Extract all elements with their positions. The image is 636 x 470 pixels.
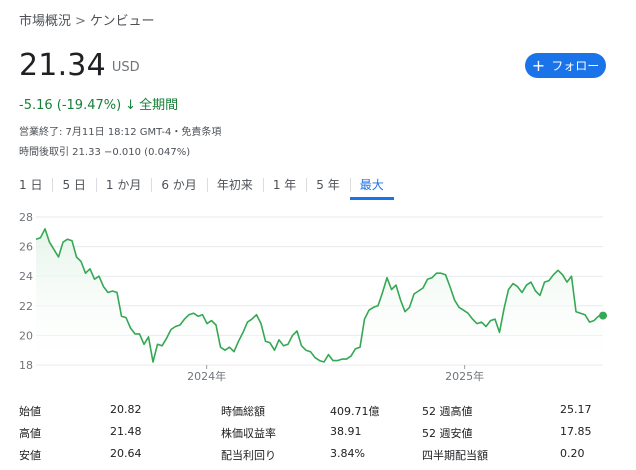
stat-row: 高値 21.48 株価収益率 38.91 52 週安値 17.85 (19, 423, 619, 445)
tab-1d[interactable]: 1 日 (19, 178, 43, 192)
change-value: -5.16 (-19.47%) (19, 98, 122, 113)
y-tick-label: 24 (19, 270, 33, 283)
x-tick-label: 2024年 (187, 369, 226, 383)
follow-button[interactable]: + フォロー (525, 53, 606, 78)
tab-5d[interactable]: 5 日 (52, 172, 95, 200)
stat-value: 17.85 (560, 425, 592, 438)
y-tick-label: 22 (19, 300, 33, 313)
price-row: 21.34 USD (19, 48, 140, 83)
follow-button-label: フォロー (551, 59, 600, 73)
tab-5y[interactable]: 5 年 (306, 172, 349, 200)
stock-price: 21.34 (19, 48, 106, 83)
x-tick-label: 2025年 (445, 369, 484, 383)
price-chart[interactable]: 28 26 24 22 20 18 2024年 2025年 (0, 205, 636, 390)
stat-value: 0.20 (560, 447, 585, 460)
last-price-dot (599, 311, 607, 320)
breadcrumb-separator: > (75, 14, 86, 29)
stat-label: 始値 (19, 405, 41, 418)
breadcrumb: 市場概況 > ケンビュー (19, 10, 155, 29)
stat-label: 52 週高値 (422, 405, 473, 418)
stat-value: 20.64 (110, 447, 142, 460)
stat-value: 25.17 (560, 403, 592, 416)
plus-icon: + (531, 55, 546, 75)
stat-label: 四半期配当額 (422, 449, 488, 462)
tab-ytd[interactable]: 年初来 (206, 172, 263, 200)
change-period: 全期間 (139, 98, 179, 113)
y-tick-label: 18 (19, 359, 33, 372)
price-area (36, 228, 603, 365)
breadcrumb-parent-link[interactable]: 市場概況 (19, 14, 72, 29)
tab-6m[interactable]: 6 か月 (151, 172, 206, 200)
stat-value: 21.48 (110, 425, 142, 438)
currency-label: USD (111, 60, 140, 75)
stat-label: 株価収益率 (221, 427, 276, 440)
y-tick-label: 26 (19, 241, 33, 254)
tab-1y[interactable]: 1 年 (262, 172, 306, 200)
stat-row: 始値 20.82 時価総額 409.71億 52 週高値 25.17 (19, 401, 619, 423)
stat-value: 3.84% (330, 447, 365, 460)
stat-label: 時価総額 (221, 405, 265, 418)
stat-value: 20.82 (110, 403, 142, 416)
stat-value: 38.91 (330, 425, 362, 438)
stat-label: 配当利回り (221, 449, 276, 462)
price-change: -5.16 (-19.47%) ↓ 全期間 (19, 94, 178, 113)
stat-value: 409.71億 (330, 405, 380, 418)
close-info: 営業終了: 7月11日 18:12 GMT-4・免責条項 (19, 127, 222, 138)
breadcrumb-current: ケンビュー (89, 14, 155, 29)
range-tabs: 1 日 5 日 1 か月 6 か月 年初来 1 年 5 年 最大 (19, 172, 394, 200)
price-line (35, 227, 604, 363)
tab-max[interactable]: 最大 (349, 172, 394, 200)
after-hours-info: 時間後取引 21.33 −0.010 (0.047%) (19, 147, 191, 158)
down-arrow-icon: ↓ (125, 98, 137, 113)
stat-label: 52 週安値 (422, 427, 473, 440)
y-tick-label: 28 (19, 211, 33, 224)
y-tick-label: 20 (19, 329, 33, 342)
stat-label: 安値 (19, 449, 41, 462)
key-stats: 始値 20.82 時価総額 409.71億 52 週高値 25.17 高値 21… (19, 401, 619, 467)
stat-row: 安値 20.64 配当利回り 3.84% 四半期配当額 0.20 (19, 445, 619, 467)
stat-label: 高値 (19, 427, 41, 440)
tab-1m[interactable]: 1 か月 (95, 172, 151, 200)
